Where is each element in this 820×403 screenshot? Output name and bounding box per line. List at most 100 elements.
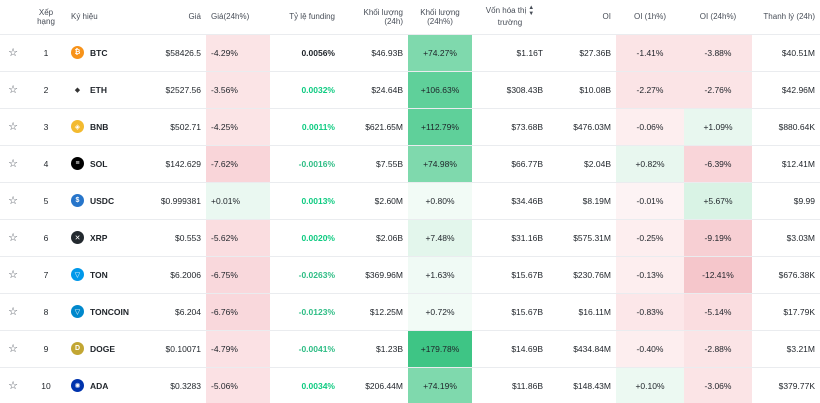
market-cap-cell: $11.86B [472,367,548,403]
liquidation-cell: $12.41M [752,145,820,183]
symbol-label: BNB [90,121,109,132]
symbol-cell[interactable]: ▽ TON [66,256,146,294]
favorite-star-icon[interactable]: ☆ [0,219,26,257]
oi-24h-cell: -6.39% [684,145,752,183]
favorite-star-icon[interactable]: ☆ [0,108,26,146]
rank-cell: 1 [26,34,66,72]
volume-change-cell: +7.48% [408,219,472,257]
volume-change-cell: +0.72% [408,293,472,331]
favorite-star-icon[interactable]: ☆ [0,330,26,368]
price-change-cell: -6.76% [206,293,270,331]
rank-cell: 4 [26,145,66,183]
oi-24h-cell: -3.06% [684,367,752,403]
symbol-cell[interactable]: ≡ SOL [66,145,146,183]
favorite-star-icon[interactable]: ☆ [0,34,26,72]
header-volume-change[interactable]: Khối lượng (24h%) [408,0,472,35]
oi-1h-cell: -1.41% [616,34,684,72]
table-row[interactable]: ☆ 9 D DOGE $0.10071 -4.79% -0.0041% $1.2… [0,330,820,368]
table-row[interactable]: ☆ 10 ✺ ADA $0.3283 -5.06% 0.0034% $206.4… [0,367,820,403]
favorite-star-icon[interactable]: ☆ [0,182,26,220]
toncoin-icon: ▽ [71,305,84,318]
market-cap-cell: $66.77B [472,145,548,183]
header-oi[interactable]: OI [548,0,616,35]
symbol-cell[interactable]: D DOGE [66,330,146,368]
volume-cell: $46.93B [340,34,408,72]
favorite-star-icon[interactable]: ☆ [0,256,26,294]
volume-cell: $12.25M [340,293,408,331]
favorite-star-icon[interactable]: ☆ [0,367,26,403]
header-symbol[interactable]: Ký hiệu [66,0,146,35]
oi-24h-cell: -5.14% [684,293,752,331]
header-market-cap[interactable]: Vốn hóa thị ▲ ▼ trường [472,0,548,35]
table-row[interactable]: ☆ 3 ◈ BNB $502.71 -4.25% 0.0011% $621.65… [0,108,820,146]
volume-change-cell: +1.63% [408,256,472,294]
volume-cell: $7.55B [340,145,408,183]
oi-1h-cell: -0.40% [616,330,684,368]
price-change-cell: -7.62% [206,145,270,183]
price-change-cell: -4.25% [206,108,270,146]
oi-1h-cell: -0.83% [616,293,684,331]
oi-24h-cell: -12.41% [684,256,752,294]
header-volume[interactable]: Khối lượng (24h) [340,0,408,35]
volume-cell: $206.44M [340,367,408,403]
price-change-cell: -3.56% [206,71,270,109]
oi-cell: $27.36B [548,34,616,72]
header-price[interactable]: Giá [146,0,206,35]
table-row[interactable]: ☆ 1 ₿ BTC $58426.5 -4.29% 0.0056% $46.93… [0,34,820,72]
funding-rate-cell: 0.0013% [270,182,340,220]
symbol-label: SOL [90,158,108,169]
symbol-cell[interactable]: $ USDC [66,182,146,220]
symbol-cell[interactable]: ▽ TONCOIN [66,293,146,331]
rank-cell: 10 [26,367,66,403]
symbol-cell[interactable]: ✺ ADA [66,367,146,403]
table-row[interactable]: ☆ 2 ◆ ETH $2527.56 -3.56% 0.0032% $24.64… [0,71,820,109]
liquidation-cell: $3.21M [752,330,820,368]
symbol-label: BTC [90,47,108,58]
header-liquidation[interactable]: Thanh lý (24h) [752,0,820,35]
sort-icon[interactable]: ▲ ▼ [528,5,535,18]
funding-rate-cell: 0.0056% [270,34,340,72]
symbol-label: TON [90,269,108,280]
table-row[interactable]: ☆ 7 ▽ TON $6.2006 -6.75% -0.0263% $369.9… [0,256,820,294]
symbol-label: DOGE [90,343,116,354]
symbol-cell[interactable]: ◈ BNB [66,108,146,146]
favorite-star-icon[interactable]: ☆ [0,71,26,109]
table-header-row: Xếp hạng Ký hiệu Giá Giá(24h%) Tỷ lệ fun… [0,0,820,35]
oi-cell: $16.11M [548,293,616,331]
price-cell: $0.10071 [146,330,206,368]
rank-cell: 9 [26,330,66,368]
header-price-change[interactable]: Giá(24h%) [206,0,270,35]
favorite-star-icon[interactable]: ☆ [0,145,26,183]
table-row[interactable]: ☆ 8 ▽ TONCOIN $6.204 -6.76% -0.0123% $12… [0,293,820,331]
price-cell: $502.71 [146,108,206,146]
volume-change-cell: +74.27% [408,34,472,72]
header-oi-1h[interactable]: OI (1h%) [616,0,684,35]
header-oi-24h[interactable]: OI (24h%) [684,0,752,35]
symbol-cell[interactable]: ◆ ETH [66,71,146,109]
header-rank[interactable]: Xếp hạng [26,0,66,35]
funding-rate-cell: -0.0263% [270,256,340,294]
oi-cell: $8.19M [548,182,616,220]
header-market-cap-line2: trường [497,18,523,28]
bnb-icon: ◈ [71,120,84,133]
header-funding-rate[interactable]: Tỷ lệ funding [270,0,340,35]
volume-change-cell: +179.78% [408,330,472,368]
oi-1h-cell: +0.82% [616,145,684,183]
liquidation-cell: $676.38K [752,256,820,294]
price-change-cell: -4.79% [206,330,270,368]
rank-cell: 2 [26,71,66,109]
oi-24h-cell: +5.67% [684,182,752,220]
liquidation-cell: $379.77K [752,367,820,403]
table-row[interactable]: ☆ 6 ✕ XRP $0.553 -5.62% 0.0020% $2.06B +… [0,219,820,257]
rank-cell: 7 [26,256,66,294]
table-row[interactable]: ☆ 5 $ USDC $0.999381 +0.01% 0.0013% $2.6… [0,182,820,220]
price-change-cell: +0.01% [206,182,270,220]
symbol-cell[interactable]: ✕ XRP [66,219,146,257]
symbol-cell[interactable]: ₿ BTC [66,34,146,72]
liquidation-cell: $880.64K [752,108,820,146]
market-cap-cell: $14.69B [472,330,548,368]
price-change-cell: -5.06% [206,367,270,403]
table-row[interactable]: ☆ 4 ≡ SOL $142.629 -7.62% -0.0016% $7.55… [0,145,820,183]
favorite-star-icon[interactable]: ☆ [0,293,26,331]
